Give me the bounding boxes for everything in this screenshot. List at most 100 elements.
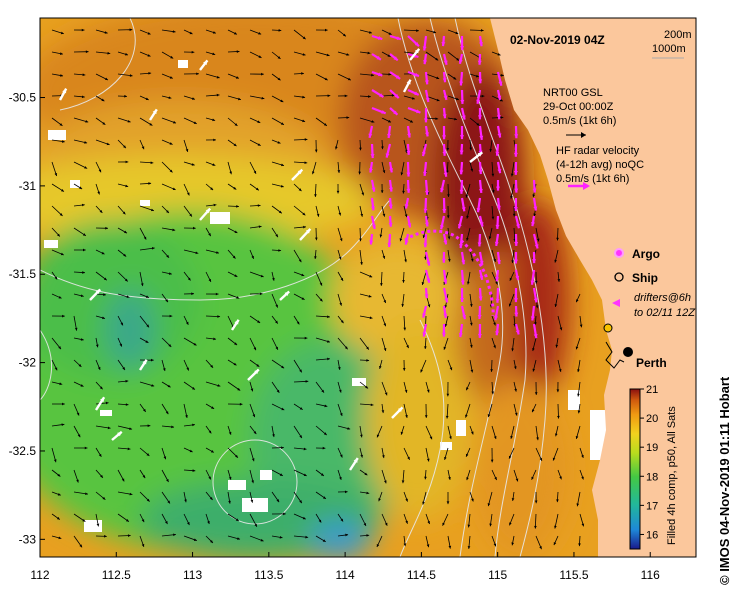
hf-arrow-head [387, 133, 392, 138]
gsl-arrow-head [281, 446, 284, 450]
hf-arrow-head [479, 135, 484, 140]
hf-arrow-head [459, 81, 464, 86]
gsl-arrow-head [228, 476, 232, 480]
gsl-arrow-head [210, 449, 214, 453]
gsl-arrow-head [489, 149, 493, 152]
gsl-arrow-head [82, 271, 85, 274]
gsl-arrow-head [534, 392, 538, 395]
gsl-arrow-head [401, 480, 405, 484]
drifter-arrow-head [234, 319, 239, 325]
hf-arrow-head [494, 241, 499, 246]
hf-arrow-head [377, 72, 383, 77]
gsl-arrow-head [280, 122, 284, 125]
gsl-arrow-head [360, 434, 363, 438]
gsl-arrow-head [500, 73, 504, 77]
gsl-arrow-head [62, 314, 65, 318]
gsl-arrow-head [236, 205, 239, 208]
gsl-arrow-head [150, 208, 154, 212]
hf-arrow-head [376, 55, 381, 60]
x-tick-label: 116 [641, 568, 660, 582]
gsl-arrow-head [211, 406, 215, 409]
hf-arrow-head [495, 151, 500, 156]
hf-arrow-head [441, 41, 446, 47]
hf-arrow-head [443, 240, 448, 245]
gsl-arrow-head [143, 408, 146, 412]
hf-arrow-head [423, 60, 428, 65]
gsl-arrow-head [146, 453, 150, 456]
gsl-arrow-head [105, 77, 109, 81]
gsl-arrow-head [166, 210, 169, 214]
gsl-arrow-head [97, 191, 100, 195]
gsl-arrow-head [581, 523, 585, 527]
hf-arrow-head [476, 208, 481, 213]
hf-arrow-head [424, 222, 429, 227]
gsl-arrow-head [145, 295, 149, 298]
gsl-arrow-head [369, 316, 373, 320]
gsl-arrow-head [536, 238, 540, 242]
gsl-arrow-head [97, 366, 101, 370]
gsl-arrow-head [61, 140, 65, 143]
hf-arrow-head [442, 114, 447, 119]
gsl-line1: NRT00 GSL [543, 87, 603, 99]
hf-arrow-head [459, 244, 464, 249]
gsl-arrow-head [125, 160, 129, 164]
gsl-arrow-head [444, 456, 447, 460]
gsl-arrow-head [405, 150, 408, 154]
gsl-arrow-head [556, 499, 559, 503]
gsl-arrow-head [58, 536, 62, 540]
gsl-arrow-head [466, 215, 469, 219]
gsl-arrow-head [234, 274, 238, 277]
gsl-arrow-head [125, 403, 129, 406]
gsl-arrow-head [193, 121, 197, 124]
gsl-arrow-head [259, 292, 263, 296]
gsl-arrow-head [475, 74, 479, 78]
gsl-arrow-head [257, 204, 261, 207]
gsl-arrow-head [191, 292, 194, 296]
hf-arrow-head [513, 207, 518, 211]
gsl-arrow-head [366, 358, 370, 362]
gsl-arrow-head [166, 478, 169, 482]
drifter-arrow-head [203, 60, 208, 66]
hf-arrow-head [458, 333, 463, 338]
gsl-arrow-head [319, 282, 323, 286]
gsl-arrow-head [346, 116, 350, 119]
gsl-arrow-head [124, 278, 128, 282]
hf-arrow-head [533, 298, 538, 303]
gsl-arrow-head [368, 95, 371, 98]
drifter-legend-icon [612, 299, 620, 307]
hf-arrow-head [496, 115, 501, 120]
hf-arrow-head [461, 115, 466, 120]
hf-arrow-head [497, 168, 502, 174]
hf-arrow-head [406, 188, 411, 193]
gsl-arrow-head [280, 184, 284, 188]
hf-arrow-head [369, 240, 374, 245]
gsl-arrow-head [142, 475, 146, 479]
gsl-arrow-head [337, 170, 341, 173]
gsl-arrow-head [476, 122, 480, 126]
gsl-arrow-head [366, 491, 370, 495]
hf-arrow-head [424, 80, 429, 85]
gsl-arrow-head [370, 403, 374, 407]
gsl-arrow-head [253, 170, 257, 174]
gsl-arrow-head [168, 272, 172, 275]
gsl-arrow-head [208, 476, 211, 480]
gsl-arrow-head [514, 412, 518, 416]
gsl-arrow-head [105, 226, 108, 230]
gsl-arrow-head [403, 543, 407, 547]
hf-arrow-head [389, 168, 394, 173]
gsl-arrow-head [339, 454, 343, 458]
hf-arrow-head [515, 330, 520, 335]
gsl-arrow-head [250, 388, 254, 392]
gsl-arrow-head [217, 315, 221, 318]
drifter-arrow-head [305, 228, 311, 234]
gsl-arrow-head [420, 369, 423, 373]
gsl-arrow-head [436, 76, 440, 80]
colorbar-caption: Filled 4h comp, p50, All Sats [666, 406, 678, 545]
gsl-scale: 0.5m/s (1kt 6h) [543, 115, 616, 127]
gsl-arrow-head [514, 388, 517, 392]
gsl-arrow-head [149, 122, 153, 126]
gsl-arrow-head [448, 545, 452, 549]
gsl-arrow-head [513, 366, 517, 370]
perth-marker [623, 347, 633, 357]
drifter-arrow-head [297, 169, 303, 175]
